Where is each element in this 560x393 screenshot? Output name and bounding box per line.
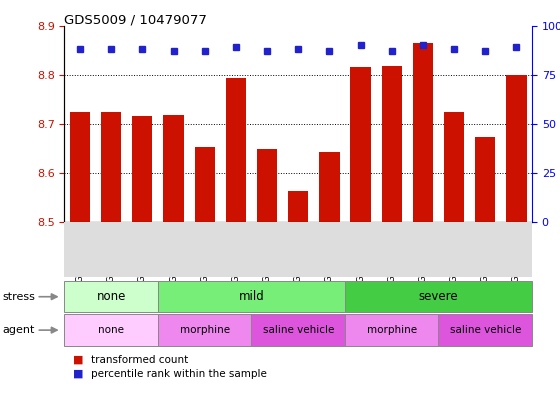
Bar	[257, 149, 277, 222]
Text: saline vehicle: saline vehicle	[450, 325, 521, 335]
Bar	[288, 191, 309, 222]
Text: agent: agent	[3, 325, 35, 335]
Bar	[444, 112, 464, 222]
Bar	[506, 75, 526, 222]
Text: saline vehicle: saline vehicle	[263, 325, 334, 335]
Bar	[70, 112, 90, 222]
Text: percentile rank within the sample: percentile rank within the sample	[91, 369, 267, 379]
Bar	[475, 137, 496, 222]
Text: none: none	[96, 290, 126, 303]
Bar	[319, 152, 339, 222]
Text: morphine: morphine	[180, 325, 230, 335]
Text: severe: severe	[419, 290, 458, 303]
Bar	[351, 67, 371, 222]
Bar	[381, 66, 402, 222]
Bar	[226, 78, 246, 222]
Text: ■: ■	[73, 354, 83, 365]
Bar	[413, 43, 433, 222]
Text: stress: stress	[3, 292, 36, 302]
Bar	[194, 147, 215, 222]
Text: morphine: morphine	[367, 325, 417, 335]
Text: transformed count: transformed count	[91, 354, 188, 365]
Text: mild: mild	[239, 290, 264, 303]
Bar	[101, 112, 122, 222]
Text: GDS5009 / 10479077: GDS5009 / 10479077	[64, 14, 207, 27]
Text: ■: ■	[73, 369, 83, 379]
Text: none: none	[98, 325, 124, 335]
Bar	[164, 115, 184, 222]
Bar	[132, 116, 152, 222]
